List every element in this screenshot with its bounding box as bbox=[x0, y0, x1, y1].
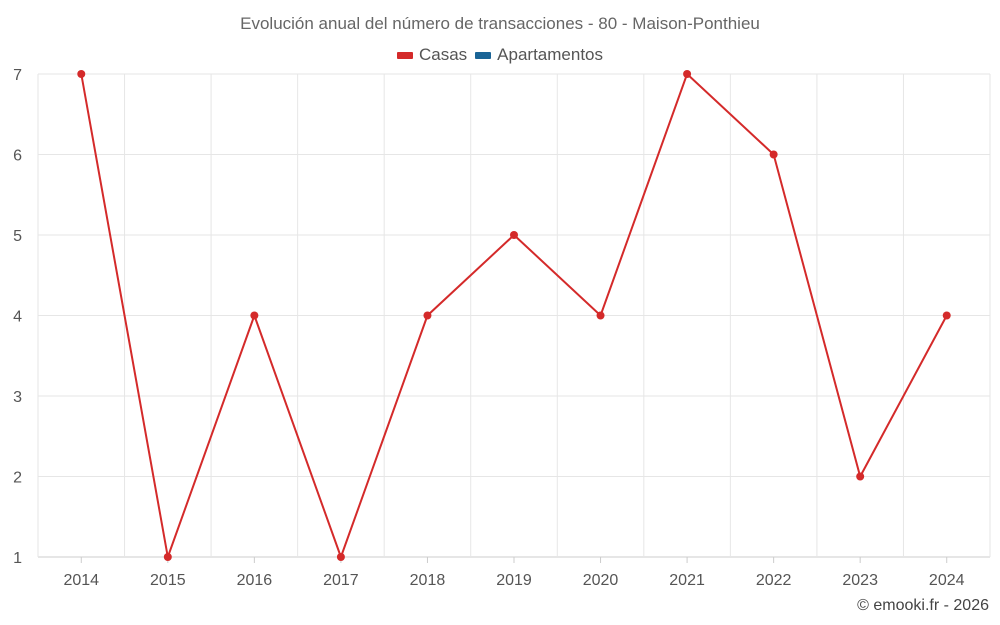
legend-item-casas[interactable]: Casas bbox=[396, 45, 468, 65]
data-point bbox=[942, 311, 951, 320]
x-tick-label: 2018 bbox=[410, 572, 446, 589]
legend-swatch-casas bbox=[396, 51, 413, 59]
x-tick-label: 2020 bbox=[583, 572, 619, 589]
x-tick-label: 2019 bbox=[496, 572, 532, 589]
y-tick-label: 3 bbox=[13, 389, 22, 406]
x-tick-label: 2014 bbox=[63, 572, 99, 589]
y-tick-label: 2 bbox=[13, 470, 22, 487]
x-tick-label: 2017 bbox=[323, 572, 359, 589]
legend-swatch-apartamentos bbox=[475, 51, 492, 59]
data-point bbox=[683, 70, 692, 78]
y-tick-label: 7 bbox=[13, 67, 22, 84]
legend-item-apartamentos[interactable]: Apartamentos bbox=[475, 45, 603, 65]
y-tick-label: 1 bbox=[13, 550, 22, 567]
legend-label-casas: Casas bbox=[418, 45, 468, 64]
y-tick-label: 5 bbox=[13, 228, 22, 245]
credit-text: © emooki.fr - 2026 bbox=[857, 597, 989, 614]
data-point bbox=[250, 311, 259, 320]
x-tick-label: 2024 bbox=[929, 572, 965, 589]
x-tick-label: 2022 bbox=[756, 572, 792, 589]
data-point bbox=[596, 311, 605, 320]
data-point bbox=[163, 553, 172, 561]
y-tick-label: 6 bbox=[13, 148, 22, 165]
legend: Casas Apartamentos bbox=[0, 45, 1000, 65]
legend-label-apartamentos: Apartamentos bbox=[497, 45, 604, 64]
data-point bbox=[336, 553, 345, 561]
data-point bbox=[510, 231, 518, 239]
x-tick-label: 2021 bbox=[669, 572, 705, 589]
data-point bbox=[423, 311, 432, 320]
data-point bbox=[856, 472, 865, 481]
x-tick-label: 2016 bbox=[237, 572, 273, 589]
x-tick-label: 2015 bbox=[150, 572, 186, 589]
x-tick-label: 2023 bbox=[842, 572, 878, 589]
chart-title: Evolución anual del número de transaccio… bbox=[240, 14, 760, 33]
data-point bbox=[769, 150, 778, 159]
data-point bbox=[77, 70, 86, 78]
y-tick-label: 4 bbox=[13, 309, 22, 326]
